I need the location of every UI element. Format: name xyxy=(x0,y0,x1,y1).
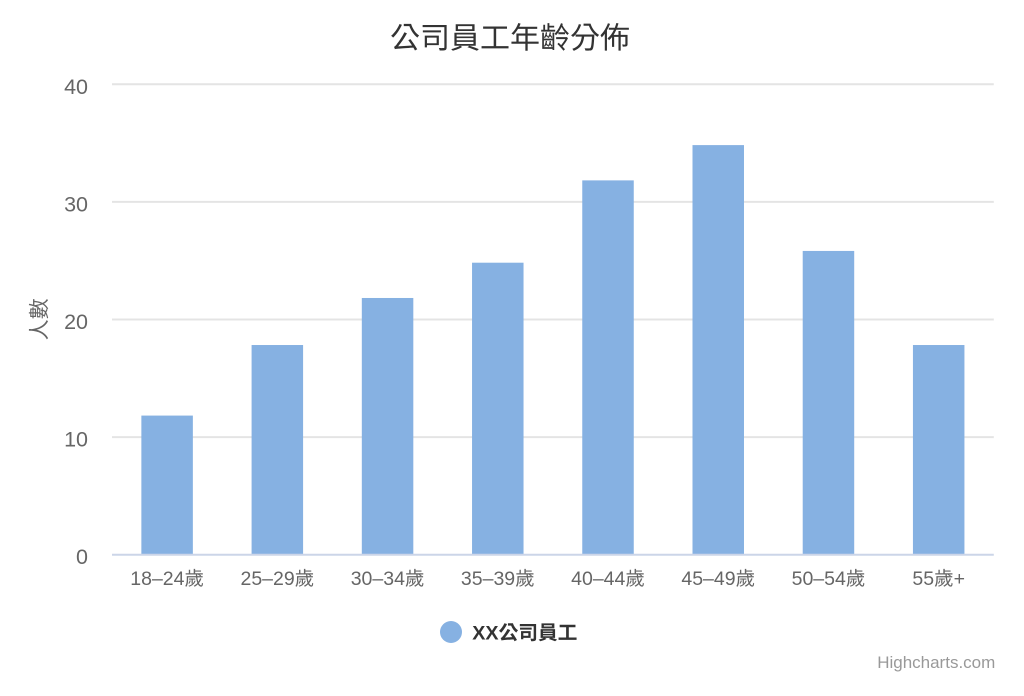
svg-text:30–34: 30–34 xyxy=(351,568,405,590)
svg-text:30: 30 xyxy=(64,192,88,216)
svg-text:40–44: 40–44 xyxy=(571,568,625,590)
svg-text:XX: XX xyxy=(472,623,498,645)
svg-text:35–39: 35–39 xyxy=(461,568,515,590)
svg-text:40: 40 xyxy=(64,75,88,99)
svg-text:+: + xyxy=(954,568,965,590)
svg-text:0: 0 xyxy=(76,545,88,569)
svg-text:25–29: 25–29 xyxy=(240,568,294,590)
svg-text:55: 55 xyxy=(912,568,934,590)
svg-text:10: 10 xyxy=(64,428,88,452)
svg-text:18–24: 18–24 xyxy=(130,568,184,590)
svg-text:Highcharts.com: Highcharts.com xyxy=(877,653,995,672)
svg-text:20: 20 xyxy=(64,310,88,334)
svg-text:45–49: 45–49 xyxy=(681,568,735,590)
svg-text:50–54: 50–54 xyxy=(792,568,846,590)
